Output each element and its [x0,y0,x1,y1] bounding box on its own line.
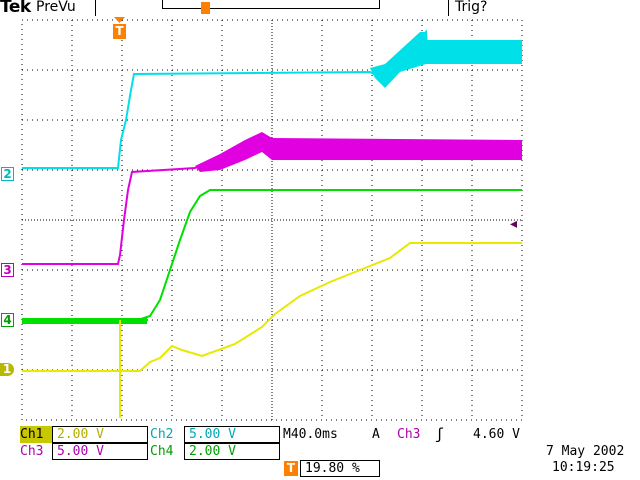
trigger-mode: A [372,427,380,442]
ch4-scale[interactable]: 2.00 V [184,443,280,460]
ch2-ground-marker[interactable]: 2 [1,167,14,181]
ch2-scale[interactable]: 5.00 V [184,426,280,443]
trigger-status: Trig? [455,0,488,15]
ch4-marker-label: 4 [3,313,12,327]
ch3-marker-label: 3 [3,263,12,277]
ch4-ground-marker[interactable]: 4 [1,313,14,327]
ch1-label[interactable]: Ch1 [20,426,52,443]
trigger-position-label: T [115,24,124,38]
trigger-level-value[interactable]: 4.60 V [473,427,520,442]
date-display: 7 May 2002 [546,444,625,459]
timebase[interactable]: M40.0ms [283,427,338,442]
ch3-trace [22,132,523,265]
header-divider [448,0,449,16]
ch3-ground-marker[interactable]: 3 [1,263,14,277]
acquisition-mode: PreVu [36,0,76,15]
trigger-position-value[interactable]: 19.80 % [300,460,380,477]
trigger-level-arrow-icon[interactable]: ◂ [510,216,518,232]
ch1-marker-label: 1 [2,362,12,376]
ch2-marker-label: 2 [3,167,12,181]
ch3-label[interactable]: Ch3 [20,444,44,459]
ch1-scale[interactable]: 2.00 V [52,426,148,443]
time-display: 10:19:25 [552,460,615,475]
trigger-source[interactable]: Ch3 [397,427,421,442]
brand-logo: Tek [0,0,31,17]
ch1-ground-marker[interactable]: 1 [0,363,14,376]
graticule-border [21,19,523,421]
graticule-center-axes [22,20,522,420]
ch2-label[interactable]: Ch2 [150,427,174,442]
ch4-trace [22,189,522,324]
header-divider [95,0,96,16]
trigger-slope-icon: ʃ [435,425,445,443]
record-trigger-marker [201,2,210,14]
ch4-label[interactable]: Ch4 [150,444,174,459]
ch1-trace [22,242,522,418]
ch2-trace [22,29,522,169]
ch3-scale[interactable]: 5.00 V [52,443,148,460]
trigger-position-readout-icon: T [284,461,298,476]
record-position-bar [162,0,380,9]
trigger-position-marker[interactable]: T [113,17,126,39]
trigger-position-icon [113,17,126,39]
